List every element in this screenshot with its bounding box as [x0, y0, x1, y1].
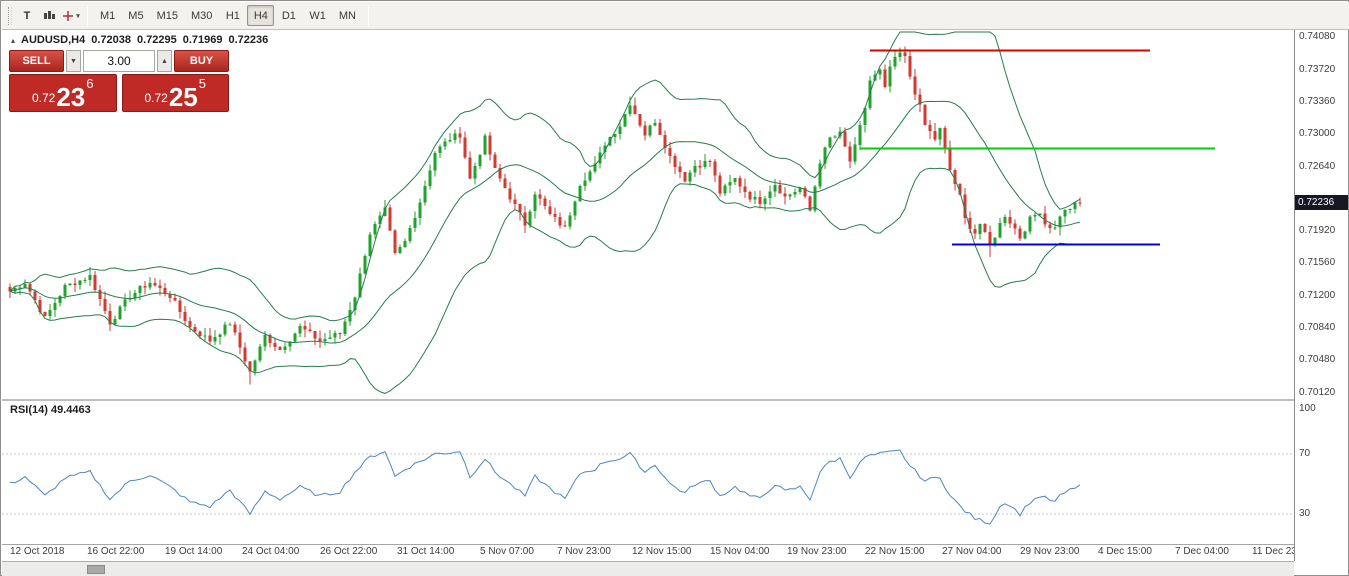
quote-open: 0.72038 — [91, 34, 131, 46]
time-axis-label: 27 Nov 04:00 — [942, 546, 1002, 557]
sell-price-main: 23 — [56, 81, 86, 112]
time-axis-label: 11 Dec 23:00 — [1252, 546, 1311, 557]
candlestick-glyph-icon — [43, 11, 55, 19]
bollinger-lower-band — [9, 167, 1081, 394]
buy-price-prefix: 0.72 — [144, 91, 168, 105]
timeframe-button-m15[interactable]: M15 — [151, 5, 184, 26]
rsi-axis-label: 30 — [1299, 508, 1311, 519]
time-axis-label: 29 Nov 23:00 — [1020, 546, 1080, 557]
price-axis-label: 0.71200 — [1299, 289, 1336, 301]
time-axis-label: 16 Oct 22:00 — [87, 546, 145, 557]
price-axis-label: 0.71920 — [1299, 225, 1336, 237]
timeframe-button-mn[interactable]: MN — [333, 5, 362, 26]
sell-price-pip: 6 — [86, 76, 94, 91]
buy-price-pip: 5 — [198, 76, 206, 91]
one-click-trading-panel: SELL ▼ ▲ BUY 0.72 23 6 0.72 25 5 — [9, 50, 229, 112]
toolbar-separator — [87, 5, 88, 26]
bollinger-middle-band — [9, 100, 1081, 344]
price-axis-label: 0.70480 — [1299, 354, 1336, 366]
price-axis-label: 0.73000 — [1299, 128, 1336, 140]
sell-price-button[interactable]: 0.72 23 6 — [9, 74, 117, 112]
time-axis-label: 4 Dec 15:00 — [1098, 546, 1152, 557]
buy-price-button[interactable]: 0.72 25 5 — [121, 74, 229, 112]
rsi-axis-label: 100 — [1299, 403, 1316, 414]
time-axis-label: 15 Nov 04:00 — [710, 546, 770, 557]
quote-close: 0.72236 — [228, 34, 269, 46]
rsi-canvas[interactable] — [2, 401, 1294, 544]
time-axis-label: 31 Oct 14:00 — [397, 546, 455, 557]
buy-price-main: 25 — [168, 81, 198, 112]
crosshair-icon[interactable]: ▾ — [61, 5, 81, 27]
volume-increase-button[interactable]: ▲ — [157, 50, 172, 72]
time-axis-label: 24 Oct 04:00 — [242, 546, 300, 557]
price-axis-label: 0.71560 — [1299, 257, 1336, 269]
time-axis-label: 7 Dec 04:00 — [1175, 546, 1229, 557]
time-axis-label: 12 Nov 15:00 — [632, 546, 692, 557]
mini-chart-icon[interactable] — [39, 5, 59, 27]
time-axis-label: 5 Nov 07:00 — [480, 546, 534, 557]
horizontal-scrollbar[interactable] — [2, 561, 1294, 576]
toolbar-separator — [367, 5, 369, 26]
timeframe-button-h1[interactable]: H1 — [219, 5, 246, 26]
time-axis-label: 12 Oct 2018 — [10, 546, 65, 557]
dropdown-arrow-icon: ▾ — [76, 12, 80, 20]
one-click-prices-row: 0.72 23 6 0.72 25 5 — [9, 74, 229, 112]
timeframe-button-h4[interactable]: H4 — [247, 5, 275, 26]
time-axis-label: 19 Oct 14:00 — [165, 546, 223, 557]
sell-button[interactable]: SELL — [9, 50, 64, 72]
rsi-line — [9, 449, 1081, 525]
horizontal-scrollbar-thumb[interactable] — [87, 565, 105, 574]
timeframe-button-m5[interactable]: M5 — [122, 5, 149, 26]
price-axis-label: 0.70120 — [1299, 386, 1336, 398]
price-axis-label: 0.74080 — [1299, 31, 1336, 43]
toolbar-drag-handle[interactable] — [8, 6, 12, 25]
timeframe-button-m1[interactable]: M1 — [94, 5, 121, 26]
sell-price-prefix: 0.72 — [31, 91, 56, 105]
chart-window-icon[interactable]: T — [17, 5, 37, 27]
time-axis-label: 7 Nov 23:00 — [557, 546, 611, 557]
symbol-quote-line: ▴ AUDUSD,H4 0.72038 0.72295 0.71969 0.72… — [11, 34, 268, 46]
buy-button[interactable]: BUY — [174, 50, 229, 72]
candles-layer — [8, 46, 1082, 385]
symbol-label: AUDUSD,H4 — [21, 34, 86, 46]
time-axis-label: 22 Nov 15:00 — [865, 546, 925, 557]
timeframe-button-d1[interactable]: D1 — [275, 5, 302, 26]
current-price-badge: 0.72236 — [1295, 194, 1348, 210]
one-click-controls-row: SELL ▼ ▲ BUY — [9, 50, 229, 72]
quote-low: 0.71969 — [182, 34, 223, 46]
price-axis-label: 0.70840 — [1299, 322, 1336, 334]
volume-input[interactable] — [83, 50, 155, 72]
volume-decrease-button[interactable]: ▼ — [66, 50, 81, 72]
toolbar: T ▾ M1 M5 M15 M30 H1 H4 D1 W1 MN — [2, 2, 1349, 30]
bollinger-upper-band — [9, 31, 1081, 322]
rsi-timeaxis-divider — [2, 544, 1294, 545]
chart-rsi-splitter[interactable] — [2, 399, 1294, 401]
crosshair-glyph-icon — [63, 10, 74, 21]
time-axis-label: 26 Oct 22:00 — [320, 546, 378, 557]
price-axis-label: 0.72640 — [1299, 160, 1336, 172]
price-axis-label: 0.73720 — [1299, 63, 1336, 75]
rsi-indicator-label: RSI(14) 49.4463 — [10, 404, 91, 416]
price-axis-label: 0.73360 — [1299, 95, 1336, 107]
time-axis: 12 Oct 2018 16 Oct 22:00 19 Oct 14:00 24 Oc… — [2, 546, 1311, 560]
time-axis-label: 19 Nov 23:00 — [787, 546, 847, 557]
rsi-axis-label: 70 — [1299, 448, 1311, 459]
timeframe-toolbar: M1 M5 M15 M30 H1 H4 D1 W1 MN — [94, 5, 362, 26]
quote-high: 0.72295 — [136, 34, 177, 46]
timeframe-button-m30[interactable]: M30 — [185, 5, 218, 26]
timeframe-button-w1[interactable]: W1 — [303, 5, 332, 26]
one-click-panel-toggle-icon[interactable]: ▴ — [11, 35, 16, 45]
price-axis: 0.72236 0.74080 0.73720 0.73360 0.73000 0.72… — [1294, 30, 1348, 561]
